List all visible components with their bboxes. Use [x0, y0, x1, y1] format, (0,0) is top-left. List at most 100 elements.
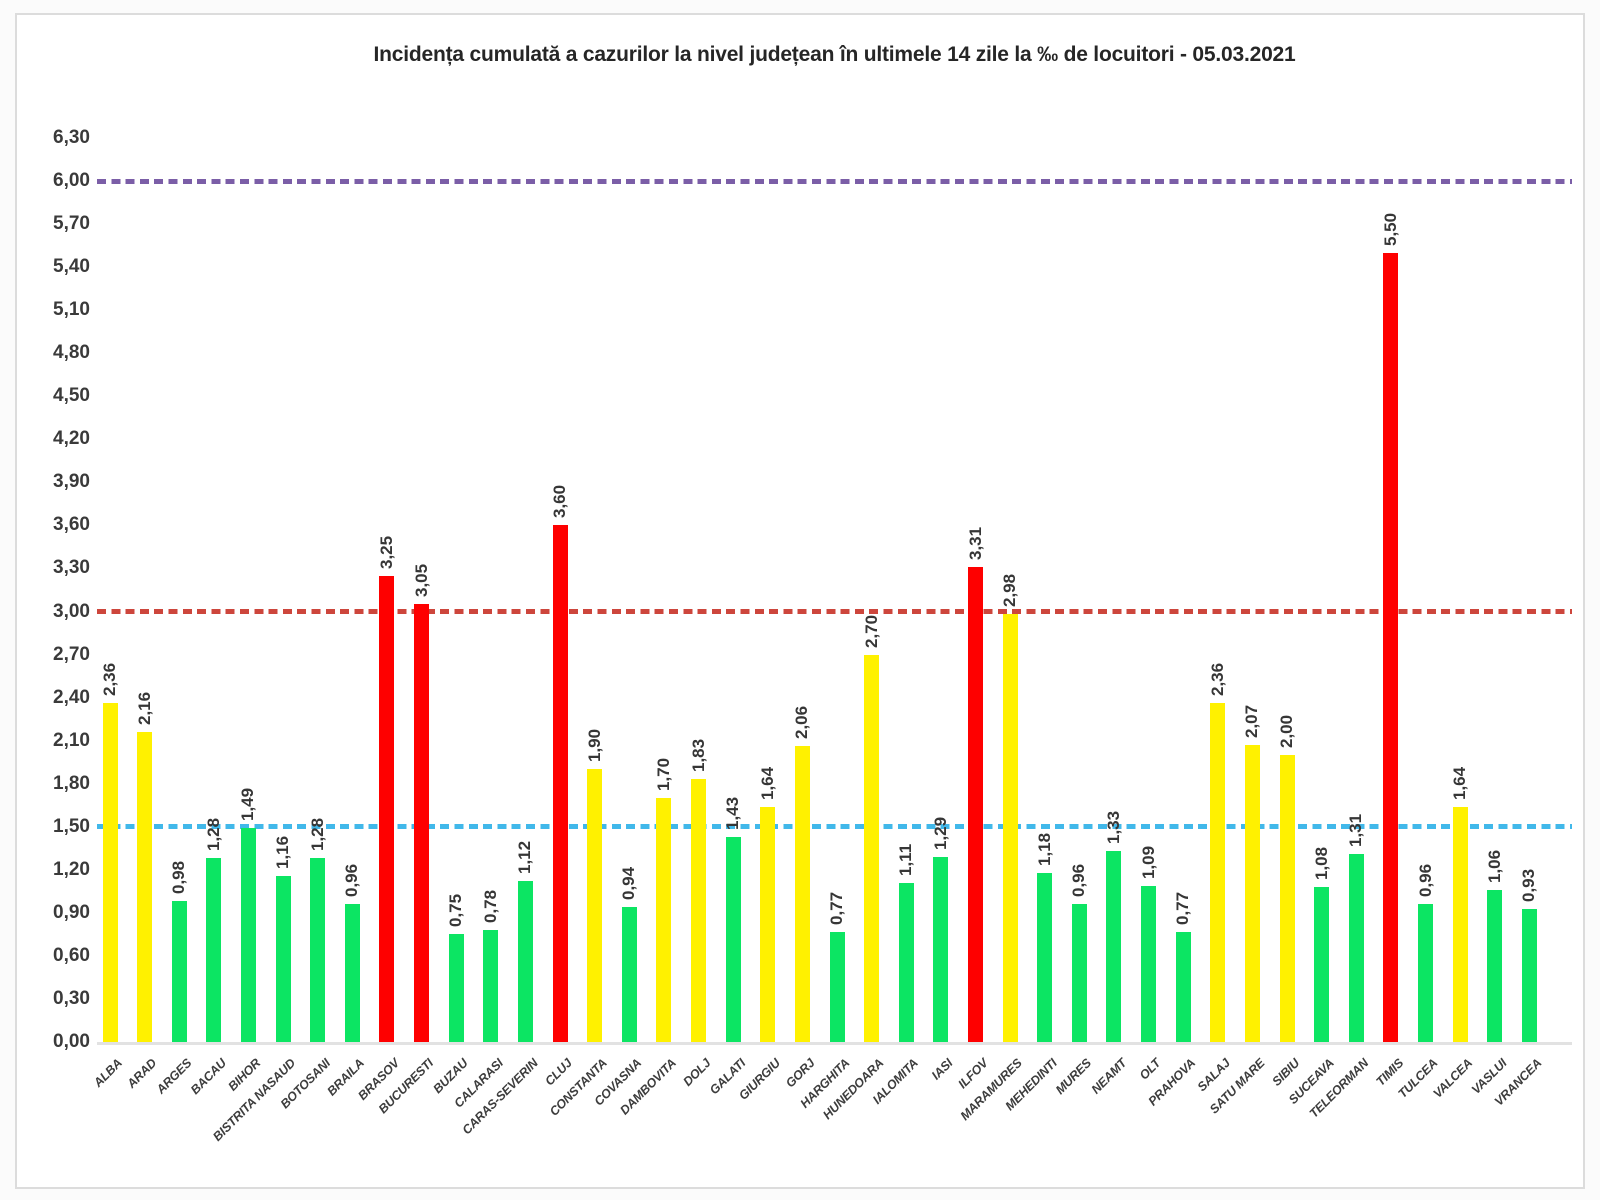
bar-value-label: 1,16 [273, 835, 293, 869]
bar [1071, 904, 1087, 1042]
bar [414, 604, 430, 1042]
category-label: MURES [1053, 1056, 1095, 1098]
bar-value-label: 0,77 [1173, 891, 1193, 925]
category-label: ARGES [153, 1056, 195, 1097]
bar-value-label: 0,98 [169, 861, 189, 895]
bar [1452, 806, 1468, 1042]
bar-value-label: 3,25 [376, 535, 396, 569]
bar [1383, 252, 1399, 1042]
bar [206, 858, 222, 1042]
y-tick-label: 1,80 [53, 772, 90, 794]
bar [1348, 854, 1364, 1042]
y-tick-label: 3,00 [53, 600, 90, 622]
y-tick-label: 1,50 [53, 815, 90, 837]
category-label: IASI [929, 1056, 956, 1083]
plot-area: 0,00 0,30 0,60 0,90 1,20 1,50 1,80 2,10 2,40 2,70… [17, 15, 1583, 1187]
bar-value-label: 1,64 [1450, 766, 1470, 800]
bar [240, 828, 256, 1042]
bar [1175, 931, 1191, 1042]
blue-threshold-line [97, 824, 1572, 830]
bar [829, 931, 845, 1042]
bar [691, 779, 707, 1042]
bar [1314, 887, 1330, 1042]
bar [725, 836, 741, 1042]
category-label: BACAU [187, 1056, 229, 1098]
category-label: CLUJ [542, 1056, 575, 1089]
bar-value-label: 2,06 [792, 706, 812, 740]
y-tick-label: 3,60 [53, 514, 90, 536]
bar-value-label: 0,75 [446, 894, 466, 928]
y-tick-label: 2,70 [53, 643, 90, 665]
bar-value-label: 1,90 [584, 729, 604, 763]
bar [379, 575, 395, 1042]
bar [1210, 703, 1226, 1042]
y-tick-label: 0,90 [53, 901, 90, 923]
y-tick-label: 6,30 [53, 126, 90, 148]
bar-value-label: 1,64 [757, 766, 777, 800]
bar-value-label: 1,11 [896, 843, 916, 876]
chart-panel: Incidența cumulată a cazurilor la nivel … [15, 13, 1585, 1189]
bar-value-label: 1,09 [1138, 845, 1158, 879]
bar [1037, 872, 1053, 1042]
bar-value-label: 2,07 [1242, 704, 1262, 738]
y-tick-label: 0,60 [53, 944, 90, 966]
bar [102, 703, 118, 1042]
bar [656, 798, 672, 1042]
bar [137, 732, 153, 1042]
bar-value-label: 3,60 [550, 485, 570, 519]
bar-value-label: 1,18 [1034, 832, 1054, 866]
bar-value-label: 2,70 [861, 614, 881, 648]
bar-value-label: 1,83 [688, 739, 708, 773]
category-label: OLT [1137, 1056, 1164, 1083]
y-tick-label: 5,40 [53, 256, 90, 278]
y-tick-label: 1,20 [53, 858, 90, 880]
bar-value-label: 0,96 [1069, 864, 1089, 898]
category-label: NEAMT [1088, 1056, 1129, 1097]
bar [1141, 885, 1157, 1042]
bar-value-label: 3,31 [965, 526, 985, 560]
bar [1418, 904, 1434, 1042]
y-tick-label: 4,50 [53, 385, 90, 407]
bar-value-label: 2,00 [1277, 714, 1297, 748]
bar [275, 875, 291, 1042]
bar-value-label: 1,49 [238, 788, 258, 822]
bar [1002, 614, 1018, 1042]
y-tick-label: 0,00 [53, 1031, 90, 1052]
bar [864, 654, 880, 1042]
bar-value-label: 2,98 [1000, 574, 1020, 608]
bar-value-label: 1,31 [1346, 813, 1366, 847]
bar [1279, 755, 1295, 1042]
bar [621, 907, 637, 1042]
bar-value-label: 0,93 [1519, 868, 1539, 902]
y-tick-label: 2,10 [53, 729, 90, 751]
y-tick-label: 3,30 [53, 557, 90, 579]
bar-value-label: 5,50 [1380, 212, 1400, 246]
bar-value-label: 1,33 [1103, 811, 1123, 845]
bar-value-label: 1,28 [307, 818, 327, 852]
bar [794, 746, 810, 1042]
y-tick-label: 3,90 [53, 471, 90, 493]
bar [898, 882, 914, 1042]
y-tick-label: 0,30 [53, 987, 90, 1009]
bar [1106, 851, 1122, 1042]
bar [483, 930, 499, 1042]
bar [517, 881, 533, 1042]
bar [760, 806, 776, 1042]
chart-title: Incidența cumulată a cazurilor la nivel … [373, 43, 1296, 66]
y-tick-label: 6,00 [53, 170, 90, 191]
x-axis-line [97, 1042, 1572, 1045]
bar-value-label: 0,77 [827, 891, 847, 925]
bar-value-label: 1,43 [723, 796, 743, 830]
bar-value-label: 1,06 [1484, 849, 1504, 883]
bar-value-label: 2,36 [100, 663, 119, 697]
red-threshold-line [97, 609, 1572, 614]
bar [587, 769, 603, 1042]
bar-value-label: 2,16 [134, 691, 154, 726]
y-tick-label: 5,10 [53, 299, 90, 321]
bar-value-label: 1,29 [930, 816, 950, 850]
bar [171, 901, 187, 1042]
y-tick-label: 4,80 [53, 342, 90, 364]
bar-value-label: 2,36 [1207, 663, 1227, 697]
bar-value-label: 0,94 [619, 867, 639, 901]
